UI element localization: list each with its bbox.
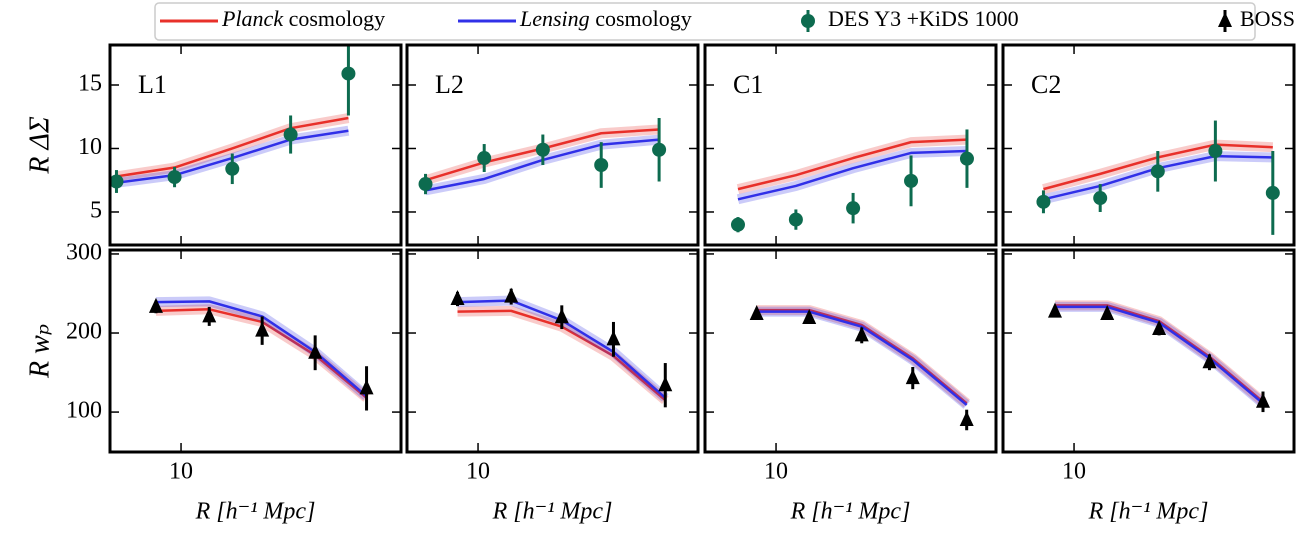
panel-frame: [405, 248, 700, 454]
legend-marker: [1218, 12, 1232, 27]
data-marker: [959, 410, 974, 426]
data-marker: [594, 158, 609, 172]
data-marker: [535, 142, 550, 157]
panel-frame: [108, 43, 403, 247]
data-marker: [854, 326, 869, 342]
legend-marker: [801, 14, 815, 28]
x-axis-label: R [h⁻¹ Mpc]: [492, 499, 613, 525]
panel-frame: [703, 248, 998, 454]
y-tick-label: 100: [66, 398, 102, 424]
data-marker: [418, 177, 433, 192]
y-axis-label: R ΔΣ: [24, 116, 55, 175]
legend-label: BOSS: [1240, 6, 1295, 31]
panel-label: C1: [733, 70, 763, 99]
data-marker: [1208, 144, 1223, 159]
x-axis-label: R [h⁻¹ Mpc]: [195, 499, 316, 525]
data-marker: [202, 307, 217, 323]
model-line: [756, 310, 968, 406]
data-marker: [606, 330, 621, 346]
legend-label: Planck cosmology: [221, 6, 385, 31]
data-marker: [749, 305, 764, 321]
data-marker: [477, 151, 492, 166]
y-tick-label: 300: [66, 239, 102, 265]
data-marker: [959, 151, 974, 166]
panel-frame: [703, 43, 998, 247]
data-marker: [658, 376, 673, 392]
x-tick-label: 10: [1062, 459, 1086, 485]
y-tick-label: 10: [78, 134, 102, 160]
panel-label: L1: [138, 70, 167, 99]
legend-frame: [154, 2, 1256, 41]
x-tick-label: 10: [764, 459, 788, 485]
legend-label: Lensing cosmology: [519, 6, 692, 31]
x-tick-label: 10: [169, 459, 193, 485]
panel-frame: [108, 248, 403, 454]
data-marker: [1202, 353, 1217, 369]
data-marker: [1265, 185, 1280, 200]
data-marker: [802, 308, 817, 324]
data-marker: [225, 161, 240, 176]
data-marker: [167, 170, 182, 185]
data-marker: [283, 127, 298, 142]
panel-frame: [1001, 248, 1296, 454]
panel-frame: [1001, 43, 1296, 247]
data-marker: [554, 308, 569, 324]
data-marker: [1036, 194, 1051, 209]
panel-label: L2: [435, 70, 464, 99]
y-axis-label: R wₚ: [24, 324, 55, 379]
data-marker: [846, 201, 861, 216]
data-marker: [1100, 305, 1115, 321]
model-line: [737, 138, 968, 191]
data-marker: [1093, 191, 1108, 206]
data-marker: [148, 297, 163, 313]
data-marker: [1152, 320, 1167, 336]
data-marker: [1255, 392, 1270, 408]
y-tick-label: 5: [90, 197, 102, 223]
data-marker: [1150, 164, 1165, 179]
x-tick-label: 10: [466, 459, 490, 485]
data-marker: [788, 212, 803, 227]
model-line: [116, 116, 349, 178]
y-tick-label: 15: [78, 71, 102, 97]
y-tick-label: 200: [66, 319, 102, 345]
data-marker: [450, 290, 465, 306]
data-marker: [308, 343, 323, 359]
data-marker: [652, 142, 667, 157]
data-marker: [904, 173, 919, 188]
legend-label: DES Y3 +KiDS 1000: [828, 6, 1019, 31]
model-line: [155, 300, 368, 398]
x-axis-label: R [h⁻¹ Mpc]: [1088, 499, 1209, 525]
x-axis-label: R [h⁻¹ Mpc]: [790, 499, 911, 525]
data-marker: [504, 287, 519, 303]
data-marker: [255, 321, 270, 337]
data-marker: [1047, 302, 1062, 318]
data-marker: [110, 174, 124, 189]
data-marker: [905, 369, 920, 385]
data-marker: [341, 66, 356, 81]
data-marker: [359, 379, 374, 395]
panel-label: C2: [1031, 70, 1061, 99]
data-marker: [730, 217, 745, 232]
model-line: [737, 149, 968, 201]
panel-frame: [405, 43, 700, 247]
